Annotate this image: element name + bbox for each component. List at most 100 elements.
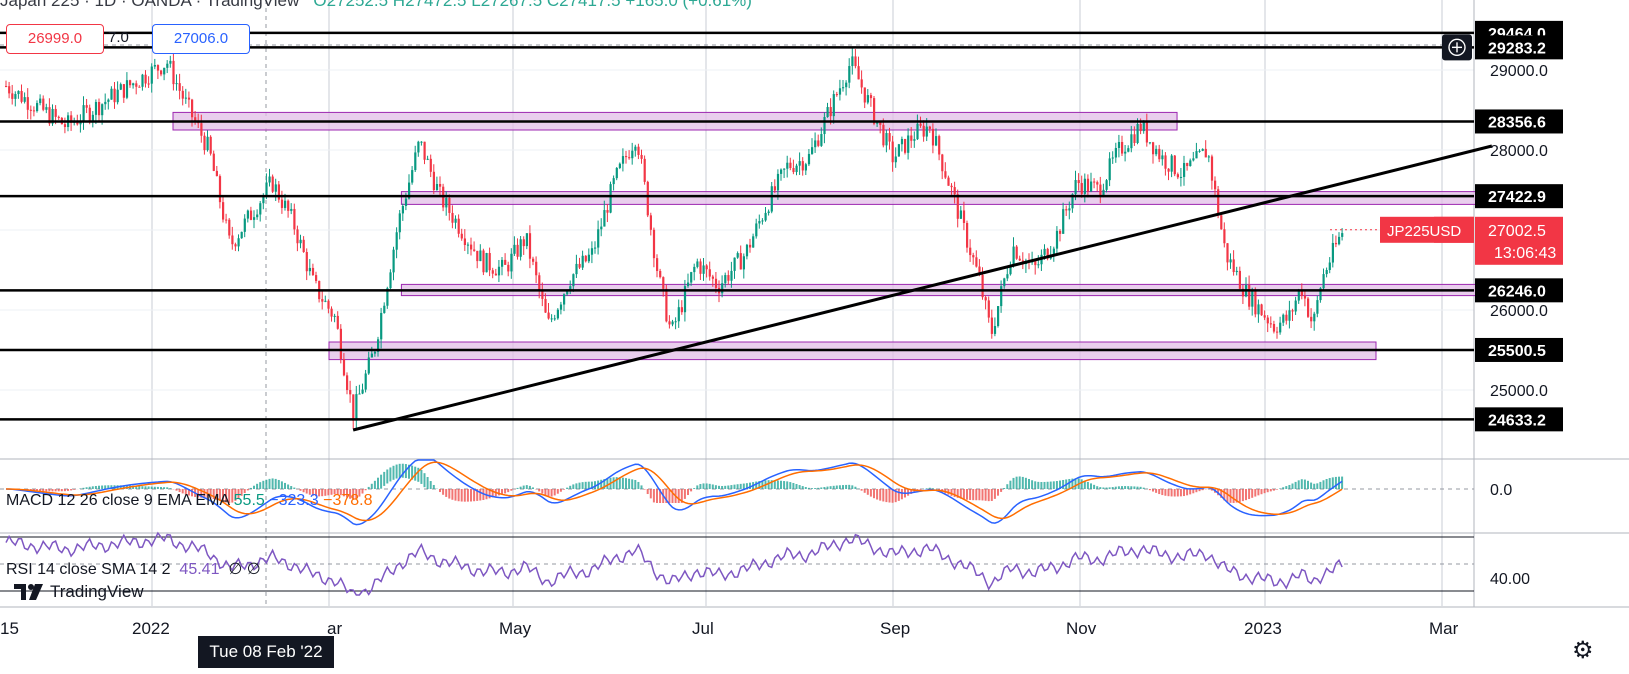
macd-histogram-bar bbox=[479, 489, 482, 501]
bar-countdown: 13:06:43 bbox=[1494, 245, 1556, 262]
support-resistance-zone[interactable] bbox=[400, 191, 1484, 205]
candle-body bbox=[135, 83, 138, 87]
macd-histogram-bar bbox=[1310, 482, 1313, 489]
settings-gear-icon[interactable]: ⚙ bbox=[1572, 637, 1594, 664]
candle-body bbox=[435, 183, 439, 190]
candle-body bbox=[1319, 288, 1322, 301]
symbol-tag-bg-wide bbox=[1380, 216, 1474, 243]
tradingview-logo[interactable]: TradingView bbox=[14, 582, 144, 602]
macd-histogram-bar bbox=[1161, 489, 1164, 496]
macd-histogram-bar bbox=[408, 464, 410, 479]
macd-histogram-bar bbox=[138, 486, 141, 489]
candle-body bbox=[575, 263, 578, 275]
candle-body bbox=[863, 87, 866, 103]
candle-body bbox=[48, 107, 51, 124]
candle-body bbox=[690, 272, 693, 283]
trendline[interactable] bbox=[352, 144, 1493, 432]
candle-body bbox=[45, 107, 48, 110]
rsi-legend[interactable]: RSI 14 close SMA 14 2 45.41 ∅ ∅ bbox=[6, 559, 261, 579]
candle-body bbox=[956, 194, 959, 219]
candle-body bbox=[969, 247, 972, 256]
macd-histogram-bar bbox=[107, 485, 110, 489]
candle-body bbox=[352, 394, 355, 421]
candle-body bbox=[497, 266, 501, 276]
macd-histogram-bar bbox=[60, 489, 63, 492]
macd-histogram-bar bbox=[392, 465, 395, 480]
candle-body bbox=[206, 136, 209, 151]
macd-histogram-bar bbox=[975, 489, 978, 501]
add-alert-icon[interactable] bbox=[1448, 38, 1466, 57]
macd-histogram-bar bbox=[643, 489, 646, 490]
macd-histogram-bar bbox=[1083, 480, 1086, 489]
candle-body bbox=[1297, 289, 1300, 301]
candle-body bbox=[1133, 134, 1136, 143]
macd-histogram-bar bbox=[801, 486, 804, 489]
candle-body bbox=[98, 101, 101, 116]
candle-body bbox=[445, 198, 448, 208]
candle-body bbox=[931, 128, 935, 146]
candle-body bbox=[392, 249, 395, 273]
candle-body bbox=[358, 393, 361, 395]
macd-histogram-bar bbox=[1313, 483, 1316, 489]
candle-body bbox=[559, 304, 563, 310]
macd-histogram-bar bbox=[1232, 489, 1235, 503]
sell-price-button[interactable]: 26999.0 bbox=[6, 24, 104, 54]
macd-histogram-bar bbox=[370, 483, 373, 489]
macd-histogram-bar bbox=[956, 489, 959, 498]
candle-body bbox=[501, 259, 504, 267]
macd-histogram-bar bbox=[67, 489, 69, 491]
candle-body bbox=[470, 244, 473, 250]
macd-histogram-bar bbox=[1152, 489, 1154, 492]
macd-histogram-bar bbox=[773, 480, 776, 489]
buy-price-button[interactable]: 27006.0 bbox=[152, 24, 250, 54]
macd-histogram-bar bbox=[1297, 480, 1300, 489]
macd-legend[interactable]: MACD 12 26 close 9 EMA EMA 55.5 −323.3 −… bbox=[6, 492, 372, 510]
macd-histogram-bar bbox=[873, 489, 875, 499]
macd-histogram-bar bbox=[1303, 479, 1306, 489]
macd-histogram-bar bbox=[959, 489, 962, 499]
candle-body bbox=[770, 186, 773, 212]
macd-histogram-bar bbox=[82, 487, 85, 489]
macd-histogram-bar bbox=[48, 489, 51, 492]
candle-body bbox=[749, 244, 752, 248]
macd-histogram-bar bbox=[860, 489, 863, 491]
macd-histogram-bar bbox=[1266, 489, 1269, 493]
candle-body bbox=[26, 97, 29, 110]
candle-body bbox=[172, 60, 175, 85]
candle-body bbox=[845, 82, 848, 88]
macd-histogram-bar bbox=[907, 489, 910, 496]
candle-body bbox=[752, 236, 755, 248]
price-level-label-bg bbox=[1475, 278, 1563, 303]
macd-histogram-bar bbox=[804, 487, 807, 489]
candle-body bbox=[773, 186, 776, 191]
macd-histogram-bar bbox=[1279, 488, 1282, 489]
macd-histogram-bar bbox=[1328, 478, 1331, 489]
candle-body bbox=[336, 315, 339, 329]
candle-body bbox=[962, 210, 966, 223]
spread-value: 7.0 bbox=[108, 29, 129, 46]
macd-histogram-bar bbox=[414, 466, 417, 481]
macd-histogram-bar bbox=[730, 485, 733, 489]
macd-histogram-bar bbox=[1021, 476, 1024, 489]
macd-axis-tick: 0.0 bbox=[1490, 482, 1512, 499]
macd-histogram-bar bbox=[727, 485, 730, 489]
macd-histogram-bar bbox=[1167, 489, 1170, 497]
candle-body bbox=[305, 252, 308, 272]
macd-line bbox=[5, 459, 1343, 526]
macd-histogram-bar bbox=[1179, 489, 1182, 497]
macd-histogram-bar bbox=[969, 489, 972, 501]
macd-histogram-bar bbox=[1158, 489, 1161, 495]
macd-histogram-bar bbox=[516, 487, 519, 489]
candle-body bbox=[101, 104, 104, 116]
candle-body bbox=[625, 156, 628, 158]
candle-body bbox=[643, 158, 646, 182]
macd-histogram-bar bbox=[640, 485, 643, 489]
macd-histogram-bar bbox=[1291, 483, 1294, 489]
macd-histogram-bar bbox=[160, 487, 162, 489]
candle-body bbox=[327, 300, 330, 309]
candle-body bbox=[315, 275, 318, 281]
candle-body bbox=[814, 140, 817, 148]
macd-histogram-bar bbox=[1251, 489, 1254, 498]
macd-histogram-bar bbox=[497, 489, 500, 496]
